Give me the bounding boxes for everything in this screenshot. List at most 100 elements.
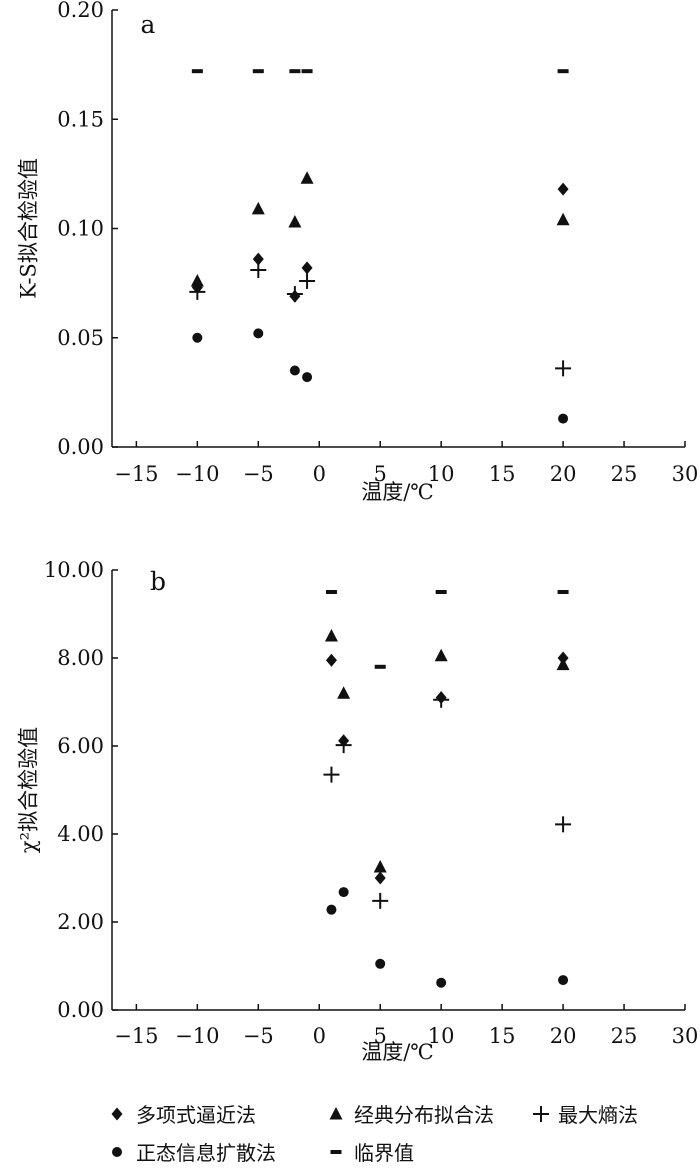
panel-b-point-triangle [373,860,387,873]
panel-a-x-tick-label: 10 [428,462,455,486]
panel-b-point-dash [557,590,569,594]
legend-marker-circle [112,1147,122,1157]
panel-b-point-triangle [337,686,351,699]
panel-b-point-triangle [324,629,338,642]
legend-label: 正态信息扩散法 [136,1141,276,1165]
panel-a-point-dash-shape [191,69,203,74]
panel-a-point-circle [302,372,313,383]
legend-marker-dash-shape [330,1150,342,1154]
panel-a-point-plus [286,286,303,303]
panel-b-point-dash [374,664,386,669]
panel-b-point-dash [325,590,337,594]
panel-b-point-circle-shape [338,887,349,898]
panel-a-point-dash-shape [289,69,301,74]
panel-b-point-diamond-shape [374,871,386,885]
panel-a-point-triangle-shape [556,212,570,226]
legend-marker-circle-shape [112,1147,122,1157]
panel-b-x-tick-label: −15 [114,1024,158,1048]
panel-a-point-circle [558,413,569,424]
panel-a: 0.00 0.05 0.10 0.15 0.20 −15 −10 −5 0 5 10 15 20 25 30… [17,0,699,504]
panel-b-point-circle-shape [436,977,447,988]
panel-a-x-tick-label: 20 [550,462,577,486]
panel-b-point-dash-shape [374,664,386,669]
legend-marker-diamond [111,1107,123,1121]
panel-a-point-diamond-shape [557,182,569,196]
legend-item: 正态信息扩散法 [112,1141,276,1165]
panel-b-y-tick-label: 6.00 [57,734,104,758]
panel-b-y-tick-label: 0.00 [57,998,104,1022]
panel-b-x-tick-label: 20 [550,1024,577,1048]
panel-b-point-circle-shape [558,975,569,986]
panel-a-point-circle [253,328,264,339]
panel-b-x-axis-title: 温度/℃ [361,1040,434,1064]
panel-a-point-dash [301,69,313,74]
panel-b-series-1 [324,629,570,873]
panel-b-series-3 [326,887,569,988]
panel-a-x-tick-label: −10 [175,462,219,486]
panel-b-point-circle-shape [326,904,337,915]
panel-a-point-triangle [251,201,265,215]
legend-item: 经典分布拟合法 [329,1103,494,1127]
panel-b-point-triangle [556,657,570,671]
panel-a-series-0 [191,182,569,303]
panel-b-point-triangle-shape [337,686,351,699]
panel-a-x-tick-label: 15 [489,462,516,486]
panel-b-point-plus [335,737,352,754]
panel-a-y-tick-label: 0.00 [57,435,104,459]
legend-label: 经典分布拟合法 [354,1103,494,1127]
panel-b-series-2 [323,691,572,909]
panel-b-point-dash [435,590,447,594]
panel-a-point-diamond-shape [252,252,264,266]
legend-marker-diamond-shape [111,1107,123,1121]
panel-a-y-tick-label: 0.10 [57,217,104,241]
panel-b-y-tick-label: 2.00 [57,910,104,934]
panel-a-y-tick-label: 0.15 [57,107,104,131]
panel-b-x-tick-label: 0 [313,1024,326,1048]
panel-b-point-triangle-shape [373,860,387,873]
panel-b-point-diamond [325,653,337,667]
panel-b-x-tick-label: 30 [672,1024,699,1048]
panel-a-point-dash [191,69,203,74]
panel-b-point-plus [433,691,450,708]
panel-b-y-tick-label: 10.00 [44,558,104,582]
panel-a-series-1 [190,171,570,287]
panel-a-point-circle [289,365,300,376]
panel-b-x-tick-label: 5 [374,1024,387,1048]
panel-a-point-diamond [557,182,569,196]
legend-item: 最大熵法 [533,1103,638,1127]
panel-a-point-circle-shape [302,372,313,383]
panel-a-x-tick-label: −15 [114,462,158,486]
panel-a-x-axis-title: 温度/℃ [361,480,434,504]
panel-b-label: b [150,567,166,596]
panel-a-point-plus [555,360,572,377]
panel-a-y-tick-label: 0.20 [57,0,104,22]
panel-b-point-circle [558,975,569,986]
legend-item: 多项式逼近法 [111,1103,256,1127]
panel-a-x-tick-label: 5 [374,462,387,486]
panel-b-point-diamond-shape [325,653,337,667]
panel-a-series-3 [192,328,569,424]
panel-a-point-dash [289,69,301,74]
legend-marker-dash [330,1150,342,1154]
panel-b-point-circle-shape [375,958,386,969]
panel-a-point-diamond [252,252,264,266]
panel-a-point-dash-shape [252,69,264,74]
panel-b-point-triangle-shape [324,629,338,642]
panel-b-y-tick-label: 4.00 [57,822,104,846]
panel-a-x-tick-label: 30 [672,462,699,486]
panel-b-point-dash-shape [325,590,337,594]
panel-a-point-plus [250,262,267,279]
panel-b-point-circle [338,887,349,898]
panel-a-point-triangle [300,171,314,184]
panel-b-x-tick-label: 10 [428,1024,455,1048]
panel-b-x-tick-label: 15 [489,1024,516,1048]
panel-b-x-tick-label: −10 [175,1024,219,1048]
panel-b-point-plus [323,766,340,783]
panel-a-y-axis-title: K-S拟合检验值 [17,158,41,299]
panel-a-point-diamond [301,261,313,275]
panel-a-point-triangle-shape [190,273,204,287]
panel-a-point-dash-shape [301,69,313,74]
legend-label: 临界值 [354,1141,414,1165]
panel-a-series-2 [189,262,572,377]
panel-b-y-tick-label: 8.00 [57,646,104,670]
